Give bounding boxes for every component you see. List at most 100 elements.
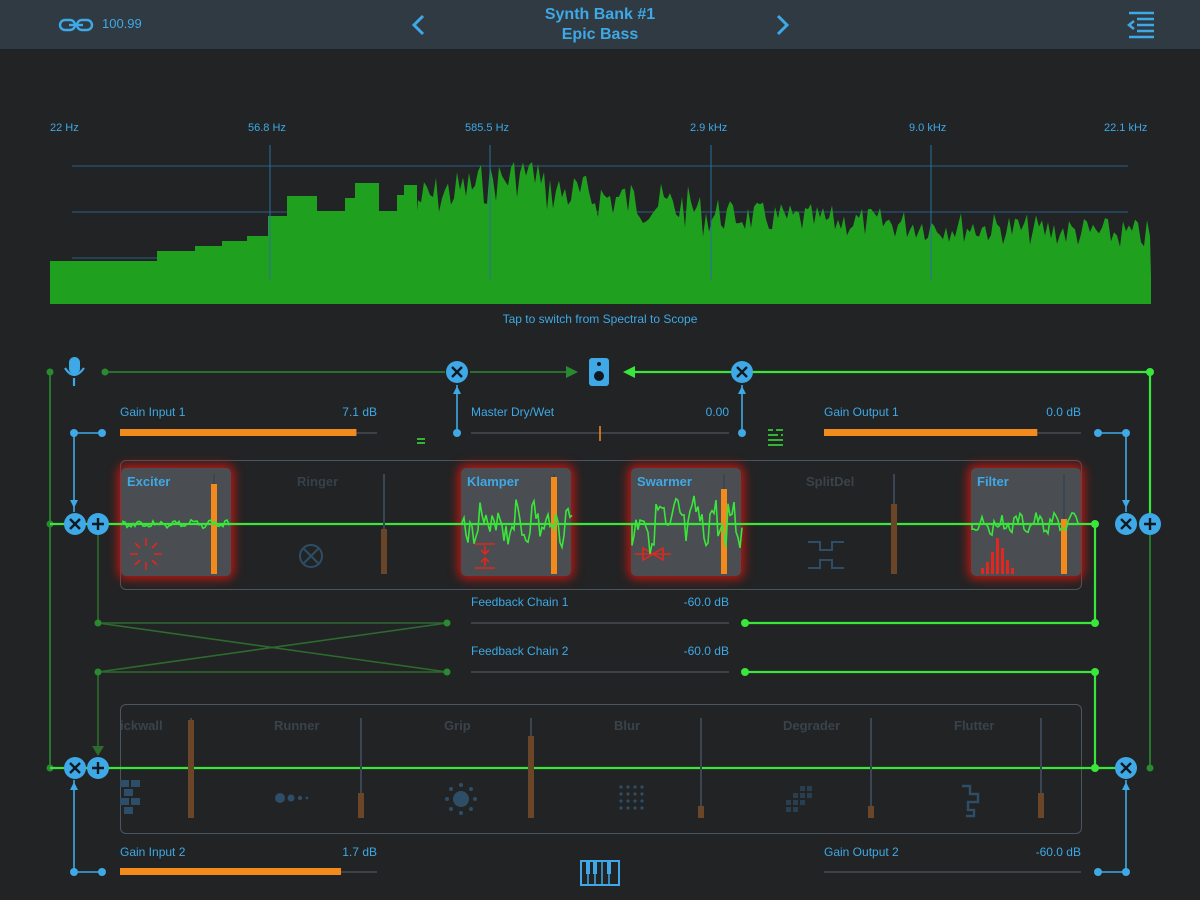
effect-slot-ringer[interactable]: Ringer [261,468,371,576]
spectrum-hint[interactable]: Tap to switch from Spectral to Scope [502,312,698,326]
arrow-head [1122,500,1130,508]
plus-icon [92,518,104,530]
gain-output-1-value: 0.0 dB [1046,405,1081,419]
signal-node [1091,619,1099,627]
effect-slot-grip[interactable]: Grip [438,712,548,820]
control-node[interactable] [1122,868,1130,876]
gain-input-1-value: 7.1 dB [342,405,377,419]
signal-node [741,668,749,676]
levels-icon [768,429,783,446]
effect-slot-brickwall[interactable]: ickwall [118,712,213,820]
effect-slot-runner[interactable]: Runner [268,712,378,820]
effect-name: Ringer [297,474,339,489]
master-dry-wet-label: Master Dry/Wet [471,405,555,419]
gain-output-1-slider-fill[interactable] [824,429,1038,436]
effect-meter[interactable] [358,793,364,818]
effect-meter[interactable] [1038,793,1044,818]
effect-name: Grip [444,718,471,733]
multiply-icon [69,518,81,530]
freq-label: 22 Hz [50,122,79,134]
control-node[interactable] [98,868,106,876]
connection-line [97,622,448,673]
effect-slot-flutter[interactable]: Flutter [948,712,1058,820]
multiply-icon [736,366,748,378]
spectrum-display[interactable] [0,0,1200,340]
flutter-icon [962,784,980,818]
multiply-icon [1120,518,1132,530]
freq-label: 9.0 kHz [909,122,947,134]
waveform [971,510,1081,537]
effect-slot-blur[interactable]: Blur [608,712,718,820]
freq-label: 2.9 kHz [690,122,728,134]
effect-name: SplitDel [806,474,855,489]
feedback-chain-2-value: -60.0 dB [683,644,729,658]
signal-node [1146,368,1154,376]
waveform [461,498,573,551]
multiply-icon [69,762,81,774]
effect-name: Blur [614,718,640,733]
gain-input-1-slider-fill[interactable] [120,429,357,436]
klamper-icon [475,543,495,569]
menu-icon[interactable] [1126,10,1156,40]
connection-node [94,668,102,676]
arrow-head [70,782,78,790]
preset-title[interactable]: Synth Bank #1 Epic Bass [450,5,750,45]
control-node[interactable] [1094,429,1102,437]
microphone-stand [64,367,85,386]
connection-node [94,619,102,627]
keyboard-icon[interactable] [580,860,620,886]
microphone-icon[interactable] [69,357,80,374]
gain-input-2-label: Gain Input 2 [120,845,186,859]
arrow-head [453,386,461,394]
gain-input-2-value: 1.7 dB [342,845,377,859]
gain-output-2-value: -60.0 dB [1035,845,1081,859]
connection-node [1146,764,1154,772]
effect-meter[interactable] [188,720,194,818]
feedback-chain-1-value: -60.0 dB [683,595,729,609]
effect-meter[interactable] [698,806,704,818]
effect-slot-degrader[interactable]: Degrader [778,712,888,820]
feedback-chain-1-label: Feedback Chain 1 [471,595,569,609]
effect-meter[interactable] [528,736,534,818]
effect-name: Runner [274,718,320,733]
arrow-head [92,746,104,756]
previous-preset-icon[interactable] [407,12,431,38]
swarmer-icon [635,546,671,562]
effect-meter[interactable] [1061,519,1067,574]
arrow-head [566,366,578,378]
signal-line [745,670,1097,768]
effect-meter[interactable] [381,529,387,574]
gain-input-2-slider-fill[interactable] [120,868,342,875]
multiply-icon [451,366,463,378]
link-icon[interactable] [58,14,94,36]
brickwall-icon [120,780,140,814]
control-node[interactable] [1122,429,1130,437]
effect-slot-splitdel[interactable]: SplitDel [801,468,911,576]
freq-label: 56.8 Hz [248,122,286,134]
top-bar: 100.99 Synth Bank #1 Epic Bass [0,0,1200,50]
effect-name: Flutter [954,718,995,733]
effect-meter[interactable] [868,806,874,818]
connection-node [443,668,451,676]
control-node[interactable] [70,429,78,437]
effect-name: Swarmer [637,474,692,489]
bank-name: Synth Bank #1 [544,6,656,23]
control-node[interactable] [738,429,746,437]
arrow-head [1122,782,1130,790]
exciter-icon [130,538,162,570]
splitdel-icon [808,541,844,569]
effect-name: ickwall [120,718,163,733]
effect-meter[interactable] [891,504,897,574]
feedback-chain-2-label: Feedback Chain 2 [471,644,569,658]
runner-icon [275,793,309,803]
grip-icon [445,783,477,815]
control-node[interactable] [453,429,461,437]
tempo-value[interactable]: 100.99 [102,16,142,31]
next-preset-icon[interactable] [770,12,794,38]
speaker-tweeter [597,362,601,366]
effect-meter[interactable] [211,484,217,574]
control-node[interactable] [98,429,106,437]
control-node[interactable] [70,868,78,876]
control-node[interactable] [1094,868,1102,876]
